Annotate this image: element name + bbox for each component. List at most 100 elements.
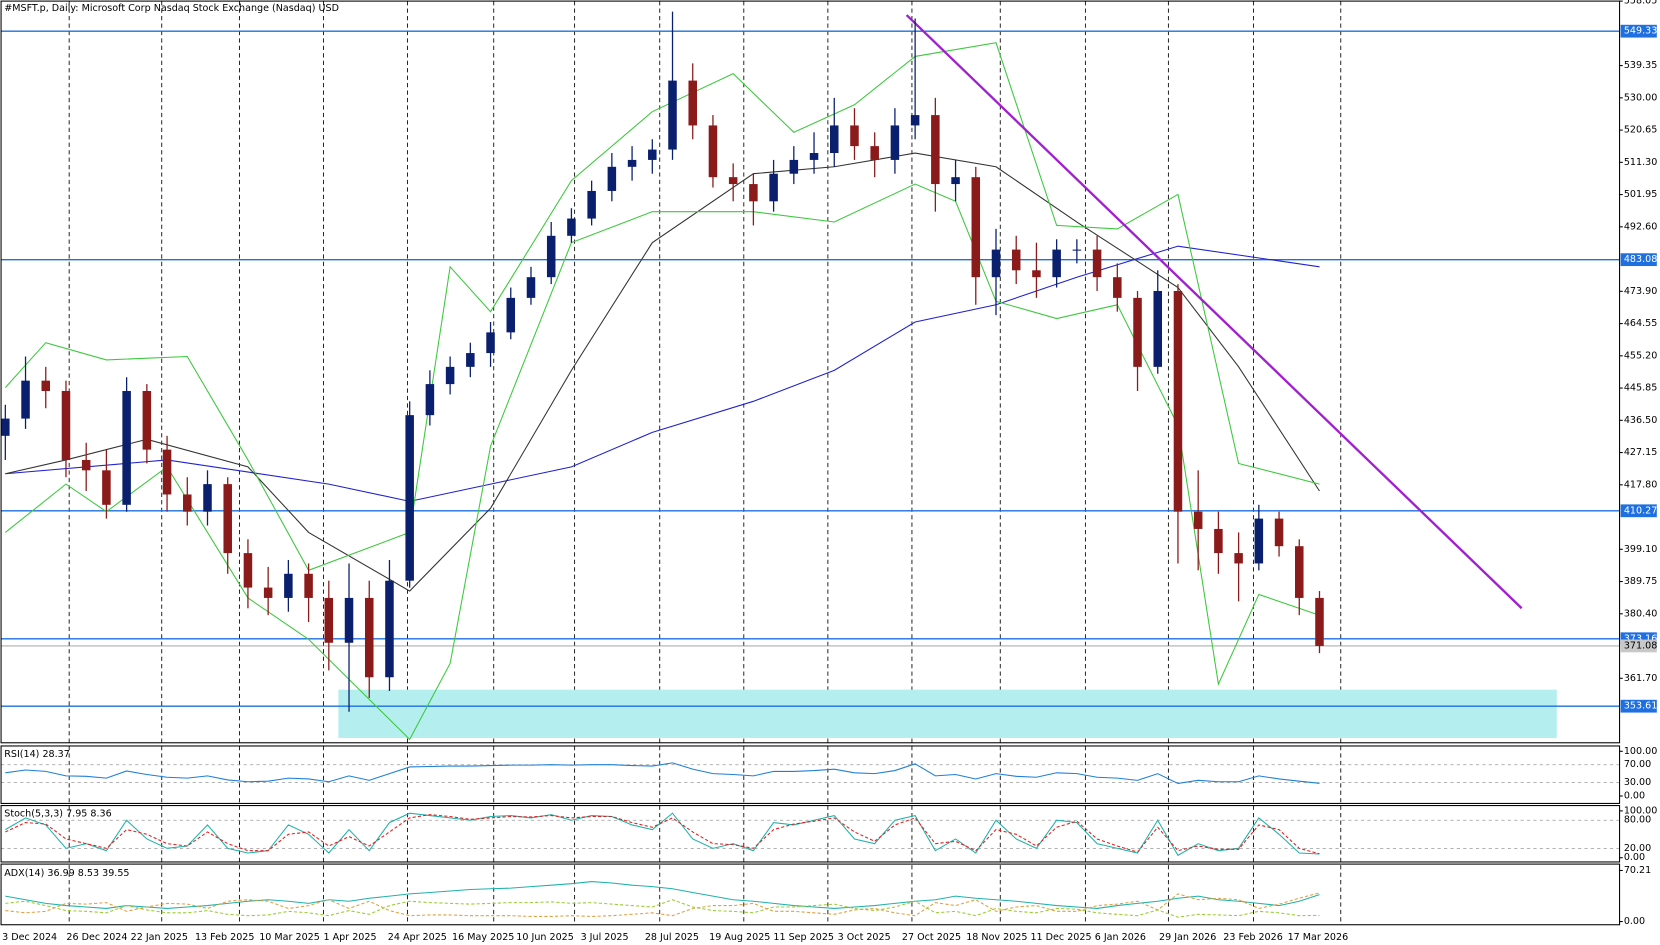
candle-body	[1193, 511, 1203, 529]
stoch-frame	[0, 805, 1621, 863]
last-price-box	[1620, 639, 1657, 653]
indicator-line	[5, 892, 1320, 917]
candle-body	[142, 390, 152, 450]
overlay-line	[4, 183, 1320, 741]
panel-tick-label: 20.00	[1624, 843, 1651, 854]
y-tick-label: 520.65	[1624, 125, 1657, 136]
trendline	[905, 14, 1523, 610]
x-tick-label: 10 Jun 2025	[516, 932, 574, 943]
candle-body	[728, 177, 738, 185]
y-tick-label: 539.35	[1624, 60, 1657, 71]
overlay-line	[4, 42, 1320, 571]
y-tick-label: 473.90	[1624, 286, 1657, 297]
candle-body	[122, 390, 131, 505]
panel-tick-label: 100.00	[1624, 805, 1657, 816]
rsi-frame	[0, 745, 1621, 804]
candle-body	[223, 484, 232, 554]
candle-body	[910, 115, 920, 126]
indicator-line	[5, 881, 1320, 909]
x-tick-label: 29 Jan 2026	[1159, 932, 1216, 943]
candle-body	[1254, 518, 1264, 564]
candle-body	[1295, 546, 1304, 598]
panel-tick-label: 70.21	[1624, 865, 1651, 876]
candle-body	[1011, 249, 1021, 271]
candle-body	[81, 459, 91, 471]
candle-body	[708, 125, 718, 178]
candle-body	[344, 597, 354, 643]
indicator-line	[5, 814, 1320, 855]
y-tick-label: 417.80	[1624, 479, 1657, 490]
candle-body	[1052, 249, 1061, 278]
overlay-line	[5, 245, 1320, 502]
level-label-box	[1620, 253, 1657, 267]
candle-body	[183, 494, 192, 512]
candle-body	[385, 580, 394, 678]
candle-body	[506, 297, 516, 333]
candle-body	[1032, 270, 1041, 278]
candle-body	[284, 573, 293, 598]
y-tick-label: 501.95	[1624, 189, 1657, 200]
x-tick-label: 3 Jul 2025	[581, 932, 629, 943]
level-label: 373.16	[1624, 633, 1657, 644]
candle-body	[830, 125, 839, 154]
candle-body	[789, 159, 799, 174]
candle-body	[466, 353, 475, 367]
x-tick-label: 24 Apr 2025	[388, 932, 447, 943]
x-tick-label: 18 Nov 2025	[966, 932, 1027, 943]
candle-body	[1274, 518, 1284, 547]
candle-body	[546, 235, 556, 278]
candle-body	[1153, 290, 1162, 367]
indicator-line	[5, 812, 1320, 857]
frame-layer	[0, 0, 1621, 926]
y-tick-label: 436.50	[1624, 415, 1657, 426]
candle-body	[850, 125, 859, 147]
candle-body	[1214, 528, 1223, 554]
candle-body	[486, 332, 495, 354]
candle-body	[41, 380, 51, 391]
x-tick-label: 3 Dec 2024	[2, 932, 57, 943]
level-label-box	[1620, 504, 1657, 518]
y-tick-label: 427.15	[1624, 447, 1657, 458]
overlay-line	[5, 152, 1320, 592]
main-frame	[0, 0, 1621, 744]
chart-title: #MSFT.p, Daily: Microsoft Corp Nasdaq St…	[4, 3, 339, 14]
x-tick-label: 17 Mar 2026	[1288, 932, 1349, 943]
x-tick-label: 10 Mar 2025	[259, 932, 320, 943]
candle-body	[688, 80, 697, 126]
panel-title: RSI(14) 28.37	[4, 749, 70, 760]
panel-tick-label: 70.00	[1624, 759, 1651, 770]
x-tick-label: 11 Dec 2025	[1030, 932, 1091, 943]
candle-body	[21, 380, 30, 419]
candle-body	[607, 166, 617, 191]
y-tick-label: 445.85	[1624, 383, 1657, 394]
y-tick-label: 558.05	[1624, 0, 1657, 7]
level-label: 410.27	[1624, 505, 1657, 516]
panel-tick-label: 0.00	[1624, 852, 1645, 863]
level-label: 483.08	[1624, 254, 1657, 265]
panel-title: Stoch(5,3,3) 7.95 8.36	[4, 809, 111, 820]
x-tick-label: 27 Oct 2025	[902, 932, 961, 943]
panel-tick-label: 30.00	[1624, 777, 1651, 788]
x-tick-label: 23 Feb 2026	[1223, 932, 1283, 943]
candle-body	[627, 159, 637, 167]
candle-body	[243, 553, 253, 588]
y-tick-label: 511.30	[1624, 157, 1657, 168]
y-tick-label: 399.10	[1624, 544, 1657, 555]
x-tick-label: 28 Jul 2025	[645, 932, 699, 943]
x-tick-label: 6 Jan 2026	[1095, 932, 1146, 943]
last-price-label: 371.08	[1624, 640, 1657, 651]
x-tick-label: 1 Apr 2025	[323, 932, 376, 943]
candle-body	[1315, 597, 1324, 646]
x-tick-label: 22 Jan 2025	[131, 932, 188, 943]
panel-tick-label: 0.00	[1624, 790, 1645, 801]
x-tick-label: 16 May 2025	[452, 932, 514, 943]
candle-body	[162, 449, 172, 495]
candle-body	[1234, 553, 1243, 564]
candle-body	[425, 384, 435, 416]
candle-body	[749, 184, 758, 202]
y-tick-label: 530.00	[1624, 92, 1657, 103]
candle-body	[324, 597, 334, 643]
candle-body	[263, 587, 273, 598]
